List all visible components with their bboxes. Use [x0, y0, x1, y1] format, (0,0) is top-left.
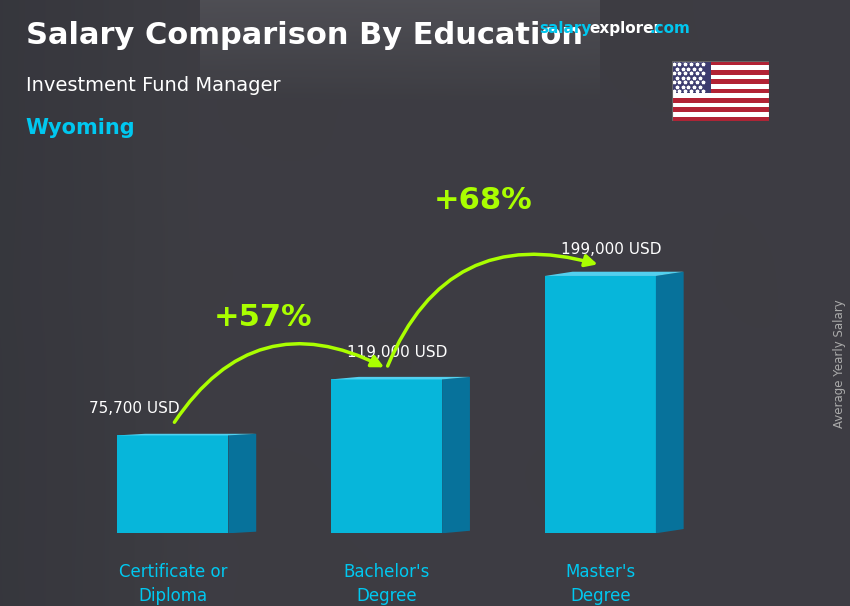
Bar: [672, 79, 769, 84]
Text: Master's
Degree: Master's Degree: [565, 563, 636, 605]
Bar: [672, 75, 769, 79]
Polygon shape: [331, 377, 470, 379]
Text: +68%: +68%: [434, 186, 532, 215]
Text: Investment Fund Manager: Investment Fund Manager: [26, 76, 280, 95]
Bar: [672, 61, 769, 65]
Polygon shape: [545, 271, 683, 276]
Polygon shape: [117, 435, 229, 533]
Text: 75,700 USD: 75,700 USD: [89, 401, 179, 416]
Text: .com: .com: [649, 21, 690, 36]
Text: Salary Comparison By Education: Salary Comparison By Education: [26, 21, 582, 50]
Text: explorer: explorer: [589, 21, 661, 36]
Polygon shape: [545, 276, 656, 533]
Bar: [672, 61, 711, 93]
Bar: [672, 70, 769, 75]
Text: Certificate or
Diploma: Certificate or Diploma: [119, 563, 227, 605]
Text: Average Yearly Salary: Average Yearly Salary: [833, 299, 846, 428]
Bar: [672, 88, 769, 93]
Bar: [672, 84, 769, 88]
Bar: [672, 116, 769, 121]
Bar: [672, 102, 769, 107]
Bar: [672, 98, 769, 102]
Polygon shape: [331, 379, 442, 533]
Text: Wyoming: Wyoming: [26, 118, 135, 138]
Bar: [672, 93, 769, 98]
Polygon shape: [656, 271, 683, 533]
Bar: [672, 107, 769, 112]
Text: 199,000 USD: 199,000 USD: [561, 242, 661, 257]
Polygon shape: [229, 434, 256, 533]
Polygon shape: [117, 434, 256, 435]
Text: +57%: +57%: [213, 303, 312, 331]
Text: salary: salary: [540, 21, 592, 36]
Polygon shape: [442, 377, 470, 533]
Text: Bachelor's
Degree: Bachelor's Degree: [343, 563, 430, 605]
Bar: [672, 112, 769, 116]
Text: 119,000 USD: 119,000 USD: [347, 345, 447, 361]
Bar: [672, 65, 769, 70]
